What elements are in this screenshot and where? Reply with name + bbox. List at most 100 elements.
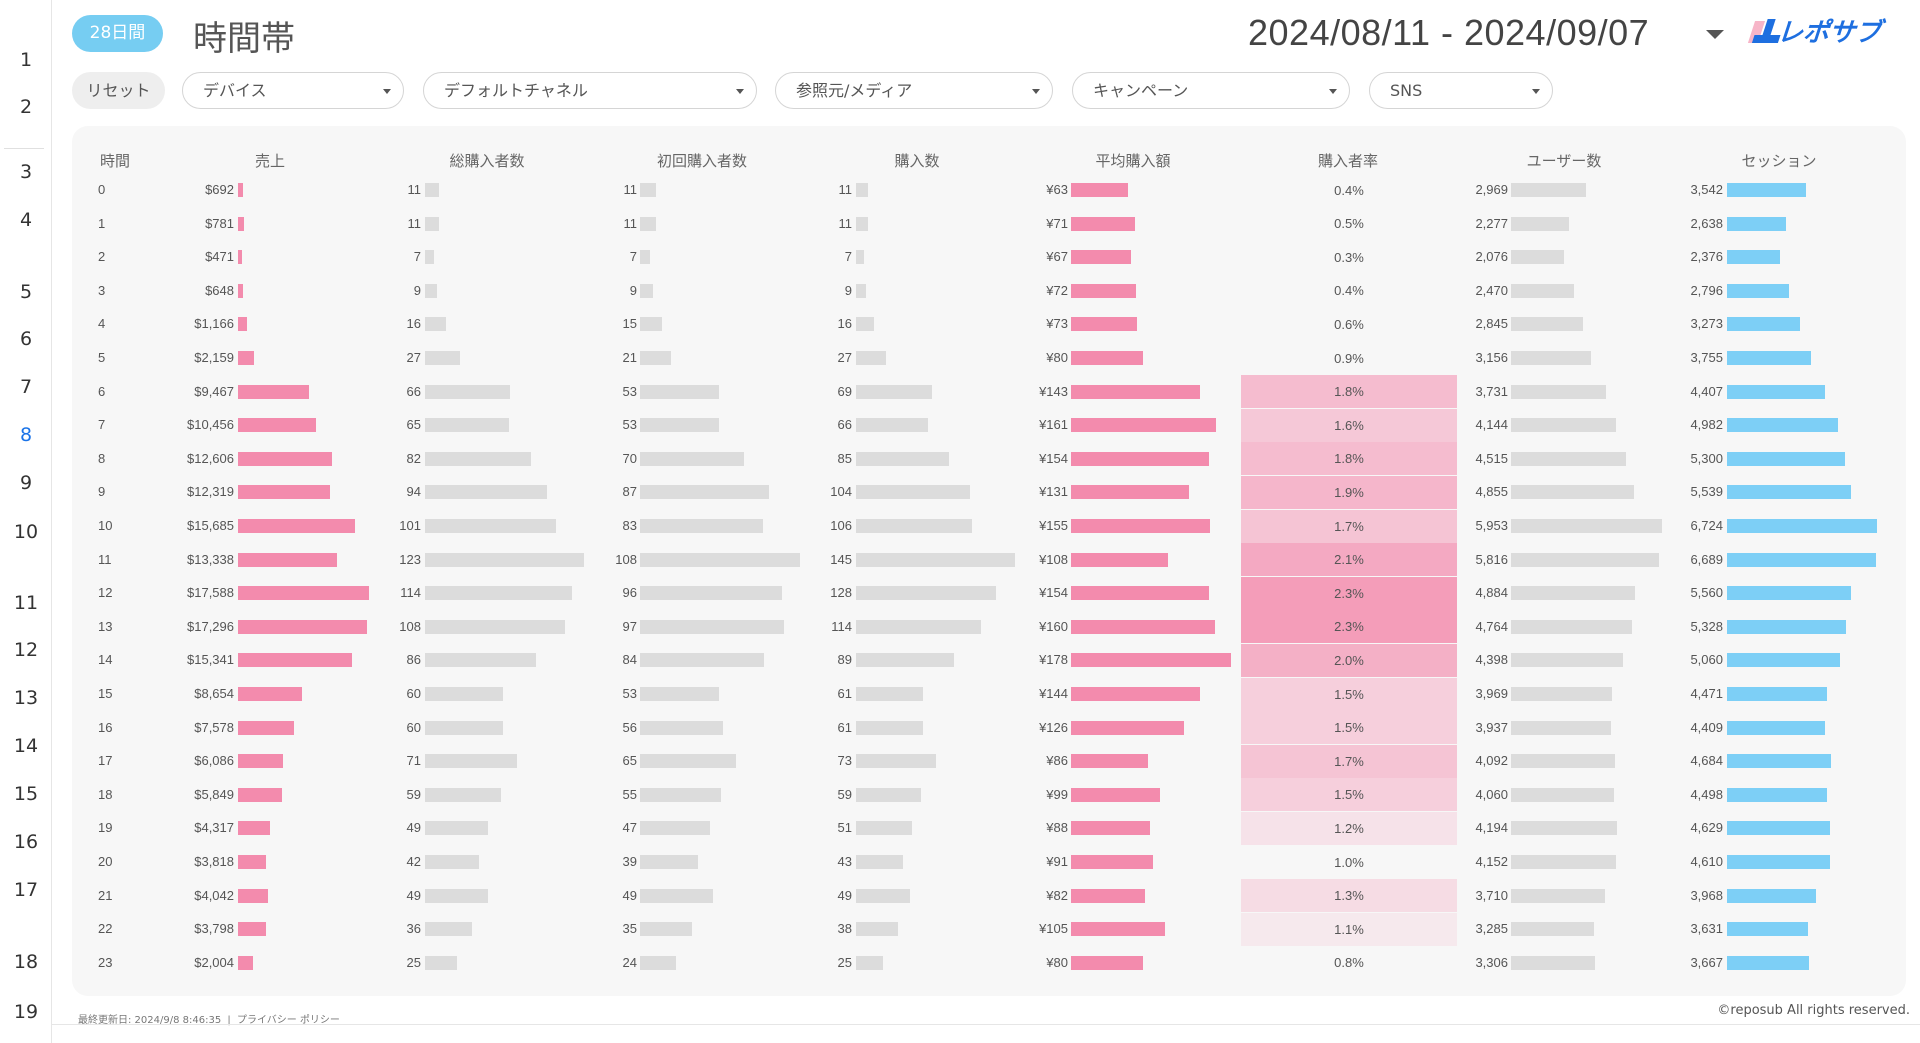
period-badge[interactable]: 28日間 [72, 15, 163, 52]
page-link-12[interactable]: 12 [13, 639, 39, 661]
total-buyers-bar [425, 955, 458, 970]
users-bar [1511, 519, 1662, 533]
sessions-value: 3,755 [1690, 350, 1723, 365]
purchases-bar [856, 754, 937, 769]
hour-cell: 17 [98, 753, 113, 769]
header-sales[interactable]: 売上 [254, 152, 285, 170]
campaign-filter[interactable]: キャンペーン [1072, 72, 1350, 109]
header-sessions[interactable]: セッション [1741, 152, 1817, 170]
sessions-bar [1727, 351, 1811, 365]
users-bar [1511, 384, 1606, 399]
sales-bar [238, 283, 243, 298]
buyer-rate-cell: 1.2% [1241, 811, 1457, 845]
hour-cell: 22 [98, 921, 113, 937]
users-bar [1511, 451, 1626, 466]
logo-text: レポサブ [1774, 18, 1888, 47]
page-link-16[interactable]: 16 [13, 831, 39, 853]
sales-bar [238, 216, 244, 231]
total-buyers-value: 36 [406, 921, 421, 937]
total-buyers-value: 65 [406, 417, 421, 433]
avg-amount-value: ¥154 [1039, 585, 1068, 601]
total-buyers-bar [425, 653, 537, 668]
buyer-rate-cell: 0.4% [1334, 182, 1364, 198]
buyer-rate-cell: 1.8% [1241, 375, 1457, 409]
purchases-value: 145 [830, 551, 852, 567]
users-bar [1511, 485, 1635, 500]
page-link-4[interactable]: 4 [19, 209, 33, 231]
header-avg-amount[interactable]: 平均購入額 [1095, 152, 1171, 170]
reset-button[interactable]: リセット [72, 72, 165, 109]
page-link-6[interactable]: 6 [19, 328, 33, 350]
reposub-logo-icon: レポサブ [1747, 18, 1888, 47]
page-link-2[interactable]: 2 [19, 96, 33, 118]
total-buyers-bar [425, 855, 480, 869]
header-total-buyers[interactable]: 総購入者数 [449, 152, 525, 170]
sales-value: $12,606 [187, 450, 234, 466]
avg-amount-bar [1071, 216, 1135, 231]
sns-filter[interactable]: SNS [1369, 72, 1553, 109]
sales-bar [238, 451, 332, 466]
sessions-bar [1727, 855, 1830, 869]
source-medium-filter[interactable]: 参照元/メディア [775, 72, 1053, 109]
page-link-15[interactable]: 15 [13, 783, 39, 805]
purchases-bar [856, 283, 866, 298]
page-link-17[interactable]: 17 [13, 879, 39, 901]
page-link-3[interactable]: 3 [19, 161, 33, 183]
purchases-bar [856, 485, 971, 500]
users-value: 4,092 [1475, 753, 1508, 769]
total-buyers-value: 86 [406, 652, 421, 668]
header-buyer-rate[interactable]: 購入者率 [1317, 152, 1378, 170]
total-buyers-value: 82 [406, 450, 421, 466]
purchases-value: 16 [837, 316, 852, 332]
page-link-1[interactable]: 1 [19, 49, 33, 71]
sales-value: $10,456 [187, 417, 234, 433]
purchases-bar [856, 888, 910, 903]
first-buyers-bar [640, 855, 698, 869]
page-link-5[interactable]: 5 [19, 281, 33, 303]
avg-amount-value: ¥88 [1046, 820, 1068, 836]
page-link-11[interactable]: 11 [13, 592, 39, 614]
first-buyers-bar [640, 955, 676, 970]
hour-cell: 16 [98, 719, 113, 735]
sessions-value: 6,689 [1690, 551, 1723, 567]
page-link-7[interactable]: 7 [19, 376, 33, 398]
purchases-value: 61 [837, 686, 852, 701]
date-range-caret-icon[interactable] [1706, 30, 1724, 39]
users-value: 3,710 [1475, 887, 1508, 903]
first-buyers-value: 83 [622, 518, 637, 533]
sales-bar [238, 519, 355, 533]
page-link-9[interactable]: 9 [19, 472, 33, 494]
page-link-18[interactable]: 18 [13, 951, 39, 973]
avg-amount-value: ¥155 [1039, 518, 1068, 533]
avg-amount-bar [1071, 451, 1210, 466]
header-hour[interactable]: 時間 [99, 152, 130, 170]
date-range-picker[interactable]: 2024/08/11 - 2024/09/07 [1248, 12, 1650, 53]
first-buyers-bar [640, 283, 654, 298]
first-buyers-bar [640, 384, 719, 399]
sales-value: $3,798 [194, 921, 234, 937]
page-link-14[interactable]: 14 [13, 735, 39, 757]
header-users[interactable]: ユーザー数 [1526, 152, 1602, 170]
page-link-13[interactable]: 13 [13, 687, 39, 709]
page-title: 時間帯 [193, 19, 295, 59]
device-filter[interactable]: デバイス [182, 72, 404, 109]
privacy-policy-link[interactable]: プライバシー ポリシー [236, 1015, 340, 1026]
channel-filter[interactable]: デフォルトチャネル [423, 72, 757, 109]
avg-amount-bar [1071, 720, 1185, 735]
avg-amount-value: ¥131 [1039, 484, 1068, 500]
page-link-10[interactable]: 10 [13, 521, 39, 543]
header-purchases[interactable]: 購入数 [894, 152, 940, 170]
avg-amount-value: ¥178 [1039, 652, 1068, 668]
sales-value: $17,296 [187, 618, 234, 634]
avg-amount-bar [1071, 552, 1169, 567]
avg-amount-bar [1071, 384, 1200, 399]
first-buyers-value: 87 [622, 484, 637, 500]
page-link-19[interactable]: 19 [13, 1001, 39, 1023]
sales-bar [238, 888, 269, 903]
purchases-value: 51 [837, 820, 852, 836]
sessions-bar [1727, 485, 1851, 500]
total-buyers-bar [425, 183, 440, 197]
buyer-rate-cell: 1.9% [1241, 475, 1457, 509]
header-first-buyers[interactable]: 初回購入者数 [656, 152, 747, 170]
page-link-8[interactable]: 8 [0, 413, 52, 451]
